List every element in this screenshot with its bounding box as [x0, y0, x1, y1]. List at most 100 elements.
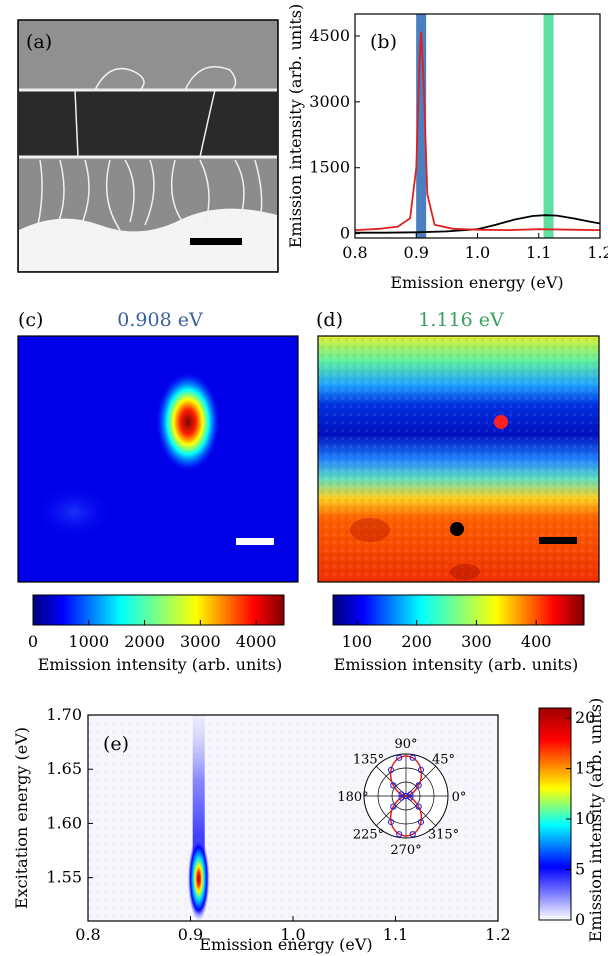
- polar-angle-label: 0°: [452, 790, 467, 805]
- polar-angle-label: 90°: [394, 737, 417, 752]
- polar-inset: 90° 45° 0° 315° 270° 225° 180° 135°: [337, 737, 466, 858]
- polar-angle-labels: 90° 45° 0° 315° 270° 225° 180° 135°: [337, 737, 466, 858]
- polar-data-points: [387, 754, 425, 838]
- polar-data-point: [390, 803, 397, 810]
- scale-bar: [190, 238, 242, 245]
- polar-angle-label: 270°: [390, 843, 421, 858]
- sem-top-region: [19, 21, 277, 91]
- y-tick-label-e: 1.60: [46, 813, 82, 832]
- panel-label-d: (d): [316, 309, 343, 331]
- panel-title-c: 0.908 eV: [117, 309, 203, 331]
- x-tick-label-b: 1.2: [587, 243, 608, 262]
- map-noise: [319, 337, 598, 581]
- polar-data-point: [396, 831, 403, 838]
- colorbar-e-tick-label: 15: [575, 759, 595, 778]
- panel-title-d: 1.116 eV: [418, 309, 504, 331]
- y-axis-label-b: Emission intensity (arb. units): [286, 4, 305, 249]
- emission-map-c: [17, 335, 299, 583]
- colorbar-e-tick-label: 0: [575, 910, 585, 929]
- hot-region: [350, 518, 390, 542]
- x-axis-label-e: Emission energy (eV): [199, 935, 372, 954]
- ple-peak: [187, 715, 210, 921]
- colorbar-e-tick-label: 10: [575, 809, 595, 828]
- colorbar-c-ticks: 0 1000 2000 3000 4000: [28, 620, 276, 651]
- polar-angle-label: 225°: [353, 827, 384, 842]
- polar-angle-label: 45°: [432, 753, 455, 768]
- red-marker: [494, 415, 508, 429]
- x-tick-label-b: 1.1: [526, 243, 551, 262]
- polar-data-point: [407, 794, 414, 801]
- colorbar-tick-label: 3000: [180, 632, 221, 651]
- hot-region-2: [450, 564, 480, 580]
- highlight-band-0: [416, 14, 427, 238]
- highlight-bands: [416, 14, 554, 238]
- spectrum-line-1: [354, 31, 601, 232]
- colorbar-e-tick-label: 20: [575, 708, 595, 727]
- polar-data-point: [387, 818, 395, 826]
- colorbar-tick-label: 1000: [68, 632, 109, 651]
- colorbar-d-ticks: 100 200 300 400: [342, 620, 552, 651]
- colorbar-c-label: Emission intensity (arb. units): [38, 655, 283, 674]
- panel-label-c: (c): [18, 309, 43, 331]
- colorbar-tick-label: 100: [342, 632, 373, 651]
- colorbar-d: 100 200 300 400 Emission intensity (arb. un…: [332, 594, 585, 674]
- polar-data-point: [415, 803, 422, 810]
- emission-hotspot: [156, 372, 220, 472]
- x-tick-label-b: 0.9: [404, 243, 429, 262]
- x-tick-label-b: 1.0: [465, 243, 490, 262]
- colorbar-e-ticks: 0 5 10 15 20: [566, 708, 595, 929]
- x-tick-label-e: 1.2: [485, 925, 510, 944]
- sem-bright-base: [19, 208, 277, 271]
- polar-angle-label: 135°: [353, 753, 384, 768]
- scale-bar-c: [236, 538, 274, 545]
- polar-data-point: [396, 754, 403, 761]
- polar-data-point: [417, 818, 425, 826]
- polar-data-point: [398, 794, 405, 801]
- x-tick-label-e: 0.9: [178, 925, 203, 944]
- colorbar-tick-label: 2000: [124, 632, 165, 651]
- polar-data-point: [417, 766, 425, 774]
- panel-a: (a): [17, 19, 279, 273]
- polar-data-point: [415, 782, 422, 789]
- axis-ticks-e: 0.8 0.9 1.0 1.1 1.2 1.55 1.60 1.65 1.70: [46, 705, 510, 944]
- spectrum-line-0: [355, 214, 601, 234]
- x-tick-label-e: 1.0: [280, 925, 305, 944]
- x-tick-label-e: 0.8: [75, 925, 100, 944]
- polar-angle-label: 315°: [428, 827, 459, 842]
- polar-fit-curve: [389, 755, 423, 837]
- colorbar-d-label: Emission intensity (arb. units): [334, 655, 579, 674]
- colorbar-tick-label: 400: [521, 632, 552, 651]
- y-tick-label-e: 1.70: [46, 705, 82, 724]
- y-tick-label-b: 3000: [309, 92, 350, 111]
- axis-ticks-b: 0.8 0.9 1.0 1.1 1.2 0 1500 3000 4500: [309, 26, 608, 262]
- black-marker: [450, 522, 464, 536]
- highlight-band-1: [543, 14, 554, 238]
- y-tick-label-e: 1.65: [46, 759, 82, 778]
- panel-e: 0.8 0.9 1.0 1.1 1.2 1.55 1.60 1.65 1.70 (e) Emis…: [12, 705, 511, 954]
- spectrum-curves: [354, 31, 601, 234]
- panel-label-e: (e): [103, 733, 129, 755]
- y-tick-label-b: 0: [340, 224, 350, 243]
- colorbar-c-gradient: [32, 594, 285, 626]
- polar-data-point: [409, 754, 416, 761]
- faint-spot: [34, 484, 114, 540]
- colorbar-e-gradient: [538, 707, 572, 921]
- y-tick-label-e: 1.55: [46, 868, 82, 887]
- colorbar-tick-label: 300: [461, 632, 492, 651]
- sem-trench: [19, 90, 277, 158]
- x-tick-label-b: 0.8: [342, 243, 367, 262]
- polar-data-point: [387, 766, 395, 774]
- colorbar-d-gradient: [332, 594, 585, 626]
- ple-tail: [192, 715, 205, 879]
- polar-data-point: [409, 831, 416, 838]
- colorbar-tick-label: 0: [28, 632, 38, 651]
- panel-b: 0.8 0.9 1.0 1.1 1.2 0 1500 3000 4500 (b) Emissio…: [286, 4, 608, 292]
- x-tick-label-e: 1.1: [383, 925, 408, 944]
- panel-label-a: (a): [26, 31, 52, 53]
- y-tick-label-b: 4500: [309, 26, 350, 45]
- y-tick-label-b: 1500: [309, 158, 350, 177]
- polar-data-point: [390, 782, 397, 789]
- panel-c: (c) 0.908 eV: [17, 309, 299, 583]
- colorbar-e-tick-label: 5: [575, 860, 585, 879]
